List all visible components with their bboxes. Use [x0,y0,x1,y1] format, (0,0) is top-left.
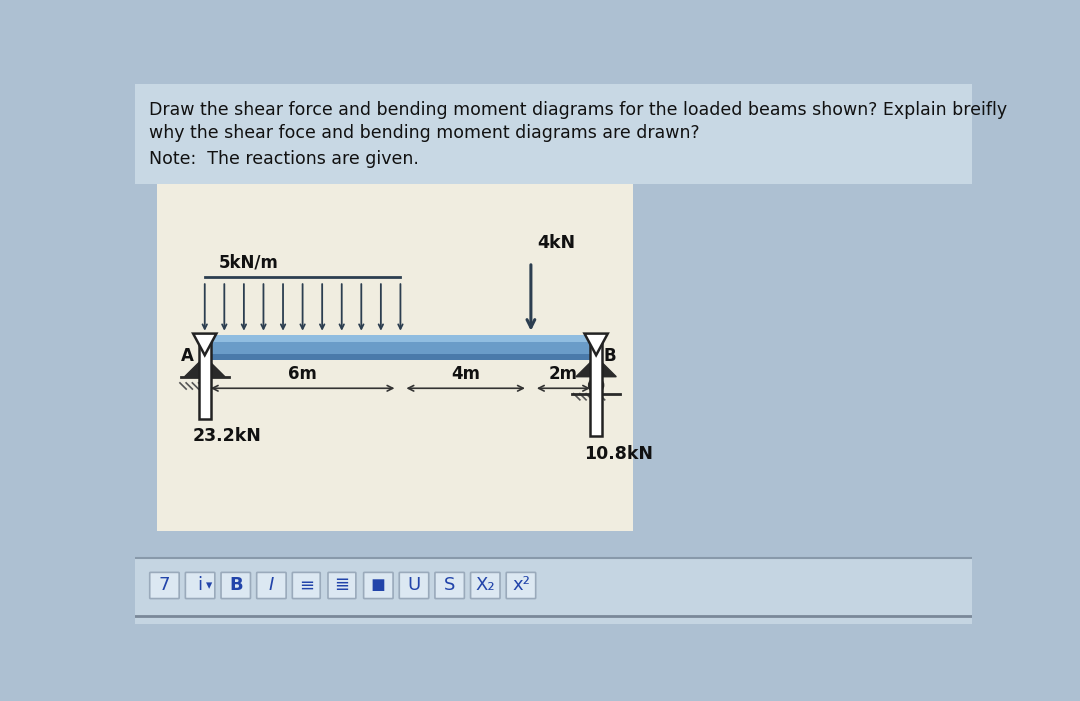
Text: ▾: ▾ [206,579,213,592]
Text: 4m: 4m [451,365,481,383]
Text: i: i [198,576,203,594]
FancyBboxPatch shape [435,573,464,599]
Text: B: B [229,576,243,594]
Text: X₂: X₂ [475,576,495,594]
Bar [590,334,603,436]
FancyBboxPatch shape [471,573,500,599]
Text: U: U [407,576,420,594]
Text: 2m: 2m [549,365,578,383]
Polygon shape [185,357,225,376]
Polygon shape [576,357,617,376]
Text: 6m: 6m [288,365,318,383]
Text: Draw the shear force and bending moment diagrams for the loaded beams shown? Exp: Draw the shear force and bending moment … [149,101,1007,119]
Text: 10.8kN: 10.8kN [584,445,653,463]
Text: 4kN: 4kN [537,234,576,252]
FancyBboxPatch shape [400,573,429,599]
Text: ≡: ≡ [299,576,314,594]
Text: A: A [181,348,194,365]
FancyBboxPatch shape [186,573,215,599]
Text: ◼: ◼ [370,576,386,594]
Bar [157,184,633,531]
Polygon shape [584,334,608,355]
Text: x²: x² [512,576,530,594]
Text: Note:  The reactions are given.: Note: The reactions are given. [149,150,419,168]
Bar [205,335,596,341]
FancyBboxPatch shape [221,573,251,599]
Text: ≣: ≣ [335,576,350,594]
FancyBboxPatch shape [293,573,321,599]
FancyBboxPatch shape [257,573,286,599]
Text: B: B [604,348,617,365]
Text: 7: 7 [159,576,171,594]
Text: 5kN/m: 5kN/m [218,253,279,271]
FancyBboxPatch shape [328,573,356,599]
Circle shape [590,379,603,392]
FancyBboxPatch shape [364,573,393,599]
Polygon shape [193,334,216,355]
Text: why the shear foce and bending moment diagrams are drawn?: why the shear foce and bending moment di… [149,124,700,142]
Text: I: I [269,576,274,594]
Bar [135,84,972,184]
FancyBboxPatch shape [507,573,536,599]
Bar [199,334,211,419]
Bar [205,338,596,360]
Text: S: S [444,576,456,594]
Bar [205,335,596,353]
Text: 23.2kN: 23.2kN [193,427,262,444]
Bar [135,558,972,624]
FancyBboxPatch shape [150,573,179,599]
